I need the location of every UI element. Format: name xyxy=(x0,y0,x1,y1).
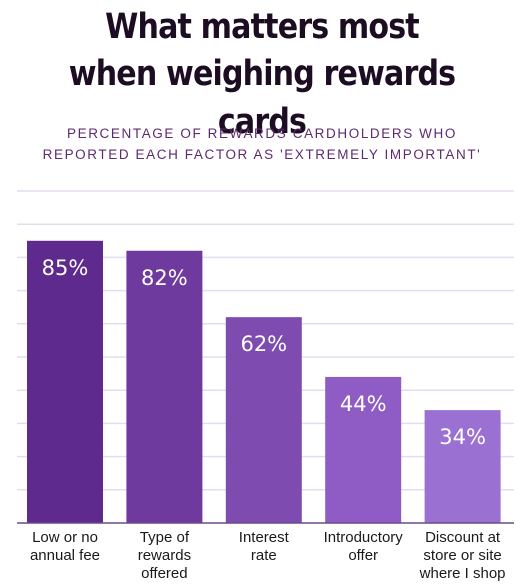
category-label: Introductory xyxy=(324,529,404,546)
bar xyxy=(424,410,501,523)
bar-value-label: 82% xyxy=(141,266,188,290)
category-label: where I shop xyxy=(419,565,506,582)
bar-value-label: 34% xyxy=(439,425,486,449)
bar xyxy=(27,240,103,524)
category-label: offered xyxy=(141,565,187,582)
category-label: Low or no xyxy=(32,529,98,546)
bar xyxy=(325,376,402,523)
bars: 85% 82% 62% 44% 34% xyxy=(27,240,501,524)
bar xyxy=(126,250,203,523)
category-label: store or site xyxy=(423,547,501,564)
bar-value-label: 44% xyxy=(340,392,387,416)
category-label: offer xyxy=(348,547,378,564)
category-label: rate xyxy=(251,547,277,564)
bar xyxy=(225,317,302,523)
chart-subtitle-line-1: PERCENTAGE OF REWARDS CARDHOLDERS WHO xyxy=(67,126,457,141)
category-label: annual fee xyxy=(30,547,100,564)
category-label: Interest xyxy=(239,529,290,546)
bar-value-label: 62% xyxy=(240,332,287,356)
chart-subtitle-line-2: REPORTED EACH FACTOR AS 'EXTREMELY IMPOR… xyxy=(42,147,482,162)
category-label: rewards xyxy=(138,547,191,564)
bar-value-label: 85% xyxy=(42,256,89,280)
chart-title-line-2: when weighing rewards cards xyxy=(68,54,456,142)
category-label: Type of xyxy=(140,529,190,546)
chart-title-line-1: What matters most xyxy=(105,7,420,47)
category-label: Discount at xyxy=(425,529,501,546)
